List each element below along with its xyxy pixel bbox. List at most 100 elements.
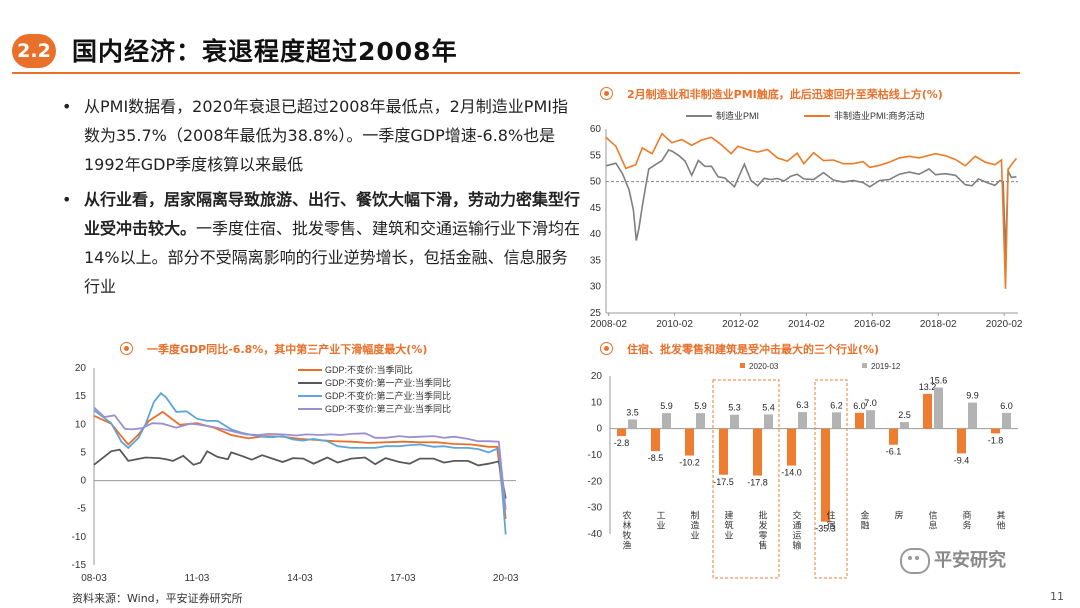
bar	[957, 428, 966, 454]
bullet-marker: •	[62, 190, 72, 209]
x-tick-label: 2018-02	[920, 319, 957, 330]
category-label-char: 售	[758, 540, 767, 551]
data-label: 2.5	[898, 410, 911, 420]
bar	[730, 414, 739, 429]
title-underline	[12, 72, 1020, 74]
data-label: 3.5	[626, 407, 639, 417]
y-tick-label: 60	[590, 124, 602, 135]
data-label: 6.0	[853, 401, 866, 411]
data-label: 5.9	[694, 401, 707, 411]
category-label-char: 信	[928, 510, 937, 521]
legend-label: 2020-03	[749, 362, 779, 371]
x-tick-label: 2014-02	[788, 319, 825, 330]
bullet-text: 从PMI数据看，2020年衰退已超过2008年最低点，2月制造业PMI指数为35…	[84, 97, 568, 174]
bullet-bold-text: 从行业看，居家隔离导致旅游、出行、餐饮大幅下滑，劳动力密集型行业受冲击较大。	[84, 190, 581, 238]
bar	[1002, 412, 1011, 429]
category-label-char: 造	[690, 520, 699, 531]
data-label: -35.3	[815, 524, 836, 534]
bullet-list: • 从PMI数据看，2020年衰退已超过2008年最低点，2月制造业PMI指数为…	[62, 92, 582, 307]
data-label: -9.4	[954, 455, 970, 465]
data-label: 5.3	[728, 403, 741, 413]
x-tick-label: 11-03	[185, 573, 210, 584]
y-tick-label: -20	[588, 476, 603, 487]
x-tick-label: 08-03	[81, 573, 107, 584]
category-label-char: 商	[962, 510, 971, 521]
series-line	[93, 392, 507, 535]
bar	[798, 412, 807, 429]
bullet-item: • 从PMI数据看，2020年衰退已超过2008年最低点，2月制造业PMI指数为…	[62, 92, 582, 179]
category-label-char: 住	[826, 510, 835, 521]
bar	[617, 428, 626, 437]
y-tick-label: 50	[590, 177, 602, 188]
y-tick-label: 20	[591, 371, 603, 382]
bullet-item: • 从行业看，居家隔离导致旅游、出行、餐饮大幅下滑，劳动力密集型行业受冲击较大。…	[62, 185, 582, 301]
chart-title-icon	[120, 342, 133, 355]
bar	[662, 413, 671, 429]
category-label-char: 业	[690, 531, 699, 541]
category-label-char: 融	[860, 521, 869, 531]
bar	[934, 387, 943, 429]
category-label-char: 工	[656, 511, 665, 521]
y-tick-label: 10	[591, 397, 603, 408]
category-label-char: 输	[792, 540, 801, 551]
bullet-marker: •	[62, 97, 72, 116]
category-label-char: 运	[792, 531, 801, 541]
category-label-char: 宿	[826, 520, 835, 531]
highlight-box	[814, 379, 848, 579]
category-label-char: 息	[928, 520, 937, 531]
data-label: 5.4	[762, 402, 775, 412]
bullet-text: 一季度住宿、批发零售、建筑和交通运输行业下滑均在14%以上。部分不受隔离影响的行…	[84, 219, 581, 296]
x-tick-label: 20-03	[493, 573, 519, 584]
industry-bar-chart: 2020-03 2019-12 -40 -30 -20 -10 0 10 20 -2.8 3.5 农林…	[588, 362, 1018, 579]
data-label: 5.9	[660, 401, 673, 411]
gdp-chart-title-text: 一季度GDP同比-6.8%，其中第三产业下滑幅度最大(%)	[147, 343, 428, 356]
x-tick-label: 2012-02	[722, 319, 759, 330]
category-label-char: 交	[792, 510, 801, 521]
y-tick-label: 45	[590, 203, 602, 214]
data-label: -2.8	[614, 438, 630, 448]
bar	[764, 414, 773, 429]
chart-title-icon	[600, 87, 613, 100]
legend-label: GDP:不变价:第三产业:当季同比	[325, 403, 451, 414]
legend-swatch	[740, 363, 745, 368]
bar	[991, 428, 1000, 434]
y-tick-label: 30	[590, 282, 602, 293]
pmi-line-chart: 制造业PMI 非制造业PMI:商务活动 25 30 35 40 45 50 55 60 2008-0…	[590, 110, 1023, 330]
y-tick-label: 15	[75, 391, 87, 402]
category-label-char: 金	[860, 510, 869, 521]
bar	[696, 413, 705, 429]
logo-text: 平安研究	[934, 550, 1006, 571]
y-tick-label: 55	[590, 150, 602, 161]
y-tick-label: 10	[75, 419, 87, 430]
legend-label: 2019-12	[871, 362, 901, 371]
legend-swatch	[862, 363, 867, 368]
x-tick-label: 2020-02	[986, 319, 1023, 330]
y-tick-label: -10	[72, 532, 87, 543]
y-tick-label: -15	[72, 560, 87, 571]
data-label: -17.8	[747, 478, 768, 488]
category-label-char: 务	[962, 520, 971, 531]
y-tick-label: -5	[77, 504, 86, 515]
data-label: 13.2	[919, 382, 937, 392]
gdp-chart-title: 一季度GDP同比-6.8%，其中第三产业下滑幅度最大(%)	[120, 341, 427, 357]
bar	[787, 428, 796, 466]
bar	[923, 393, 932, 429]
category-label-char: 批	[758, 510, 767, 521]
source-note: 资料来源：Wind，平安证券研究所	[72, 592, 243, 605]
category-label-char: 建	[724, 510, 733, 521]
highlight-box	[712, 379, 780, 579]
category-label-char: 零	[758, 531, 767, 541]
category-label-char: 他	[996, 520, 1005, 531]
bar	[889, 428, 898, 445]
series-line	[93, 448, 507, 499]
data-label: -17.5	[713, 477, 734, 487]
y-tick-label: 5	[80, 447, 86, 458]
y-tick-label: -30	[588, 503, 603, 514]
industry-chart-title: 住宿、批发零售和建筑是受冲击最大的三个行业(%)	[600, 341, 879, 357]
series-line	[605, 132, 1018, 289]
x-tick-label: 17-03	[390, 573, 416, 584]
industry-chart-title-text: 住宿、批发零售和建筑是受冲击最大的三个行业(%)	[627, 343, 880, 356]
legend-label: GDP:不变价:当季同比	[325, 364, 413, 375]
x-tick-label: 2010-02	[656, 319, 693, 330]
data-label: -6.1	[886, 447, 902, 457]
